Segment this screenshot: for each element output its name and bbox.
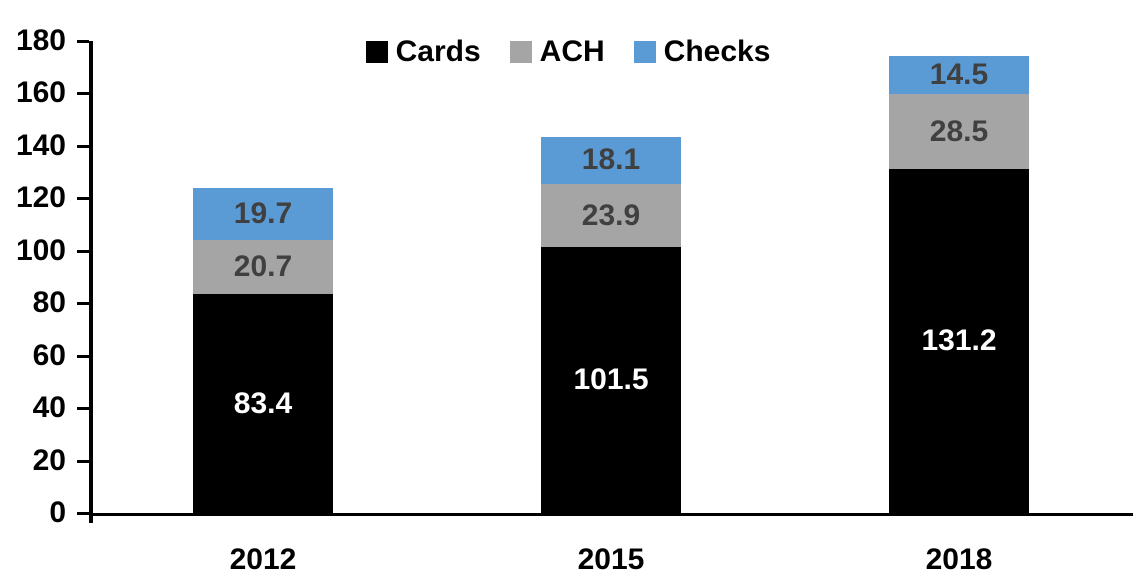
y-axis-tick <box>77 407 89 411</box>
y-axis-tick-label: 140 <box>15 128 66 162</box>
segment-value-label: 14.5 <box>929 58 989 92</box>
y-axis-tick <box>77 512 89 515</box>
segment-value-label: 131.2 <box>921 323 997 357</box>
bar-segment-checks: 18.1 <box>541 136 681 185</box>
y-axis-tick-label: 80 <box>32 286 66 320</box>
segment-value-label: 101.5 <box>573 362 649 396</box>
y-axis-tick <box>77 144 89 148</box>
x-category-label: 2015 <box>577 543 645 576</box>
y-axis-tick <box>77 197 89 201</box>
y-axis-tick-label: 0 <box>49 496 66 529</box>
y-axis-tick <box>77 40 89 43</box>
segment-value-label: 19.7 <box>233 197 293 231</box>
x-axis-origin-tick <box>89 513 93 523</box>
bar-segment-ach: 28.5 <box>889 94 1029 169</box>
segment-value-label: 18.1 <box>581 143 641 177</box>
legend-item-cards: Cards <box>365 35 481 68</box>
bar-segment-checks: 19.7 <box>193 188 333 241</box>
y-axis-tick-label: 40 <box>32 391 66 425</box>
bar-segment-cards: 131.2 <box>889 168 1029 513</box>
legend-label: Checks <box>663 35 771 68</box>
y-axis-tick-label: 20 <box>32 443 66 477</box>
legend-item-ach: ACH <box>509 35 605 68</box>
y-axis-tick <box>77 249 89 253</box>
y-axis-tick <box>77 459 89 463</box>
legend-swatch-checks <box>633 41 656 63</box>
y-axis-tick-label: 120 <box>15 181 66 215</box>
x-category-label: 2012 <box>229 543 297 576</box>
bar-segment-checks: 14.5 <box>889 56 1029 95</box>
bar-segment-cards: 83.4 <box>193 294 333 513</box>
legend-item-checks: Checks <box>633 35 771 68</box>
bar-segment-cards: 101.5 <box>541 246 681 513</box>
x-category-label: 2018 <box>925 543 993 576</box>
legend-label: Cards <box>395 35 481 68</box>
segment-value-label: 28.5 <box>929 114 989 148</box>
bar-segment-ach: 20.7 <box>193 240 333 295</box>
y-axis-tick <box>77 92 89 96</box>
y-axis-tick-label: 100 <box>15 233 66 267</box>
segment-value-label: 83.4 <box>233 386 293 420</box>
y-axis-tick-label: 60 <box>32 338 66 372</box>
chart-legend: Cards ACH Checks <box>0 33 1136 71</box>
legend-swatch-cards <box>365 41 388 63</box>
y-axis-line <box>89 41 93 516</box>
legend-label: ACH <box>539 35 605 68</box>
y-axis-tick-label: 180 <box>15 24 66 57</box>
x-axis-line <box>89 513 1133 516</box>
legend-swatch-ach <box>509 41 532 63</box>
y-axis-tick-label: 160 <box>15 76 66 110</box>
y-axis-tick <box>77 302 89 306</box>
bar-segment-ach: 23.9 <box>541 184 681 247</box>
segment-value-label: 23.9 <box>581 198 641 232</box>
segment-value-label: 20.7 <box>233 250 293 284</box>
y-axis-tick <box>77 354 89 358</box>
